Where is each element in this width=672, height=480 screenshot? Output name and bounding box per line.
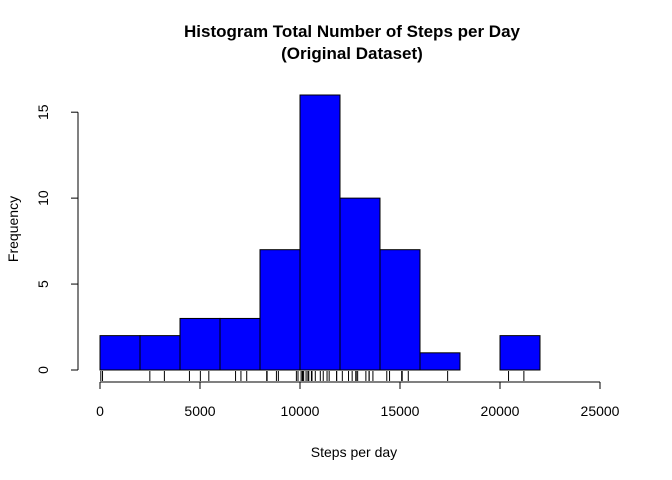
histogram-bar — [379, 249, 421, 371]
x-axis-label: Steps per day — [311, 444, 397, 460]
chart-title-line1: Histogram Total Number of Steps per Day — [184, 22, 521, 41]
x-tick-label: 0 — [96, 403, 104, 419]
histogram-bar — [499, 335, 541, 371]
histogram-bars — [99, 94, 541, 371]
histogram-bar — [219, 317, 261, 371]
y-axis: 0 5 10 15 — [35, 104, 79, 374]
chart-title-line2: (Original Dataset) — [281, 44, 423, 63]
histogram-bar — [259, 249, 301, 371]
histogram-bar — [99, 335, 141, 371]
y-axis-label: Frequency — [5, 196, 21, 262]
x-tick-label: 20000 — [481, 403, 520, 419]
y-tick-label: 15 — [35, 104, 51, 120]
x-tick-label: 25000 — [581, 403, 620, 419]
histogram-bar — [179, 317, 221, 371]
x-axis: 0 5000 10000 15000 20000 25000 — [96, 381, 620, 419]
x-tick-label: 15000 — [381, 403, 420, 419]
y-tick-label: 10 — [35, 190, 51, 206]
histogram-bar — [139, 335, 181, 371]
x-tick-label: 5000 — [184, 403, 215, 419]
histogram-bar — [299, 94, 341, 371]
rug-marks — [100, 371, 525, 381]
x-tick-label: 10000 — [281, 403, 320, 419]
y-tick-label: 0 — [35, 366, 51, 374]
y-tick-label: 5 — [35, 280, 51, 288]
histogram-bar — [419, 352, 461, 371]
histogram-bar — [339, 197, 381, 371]
